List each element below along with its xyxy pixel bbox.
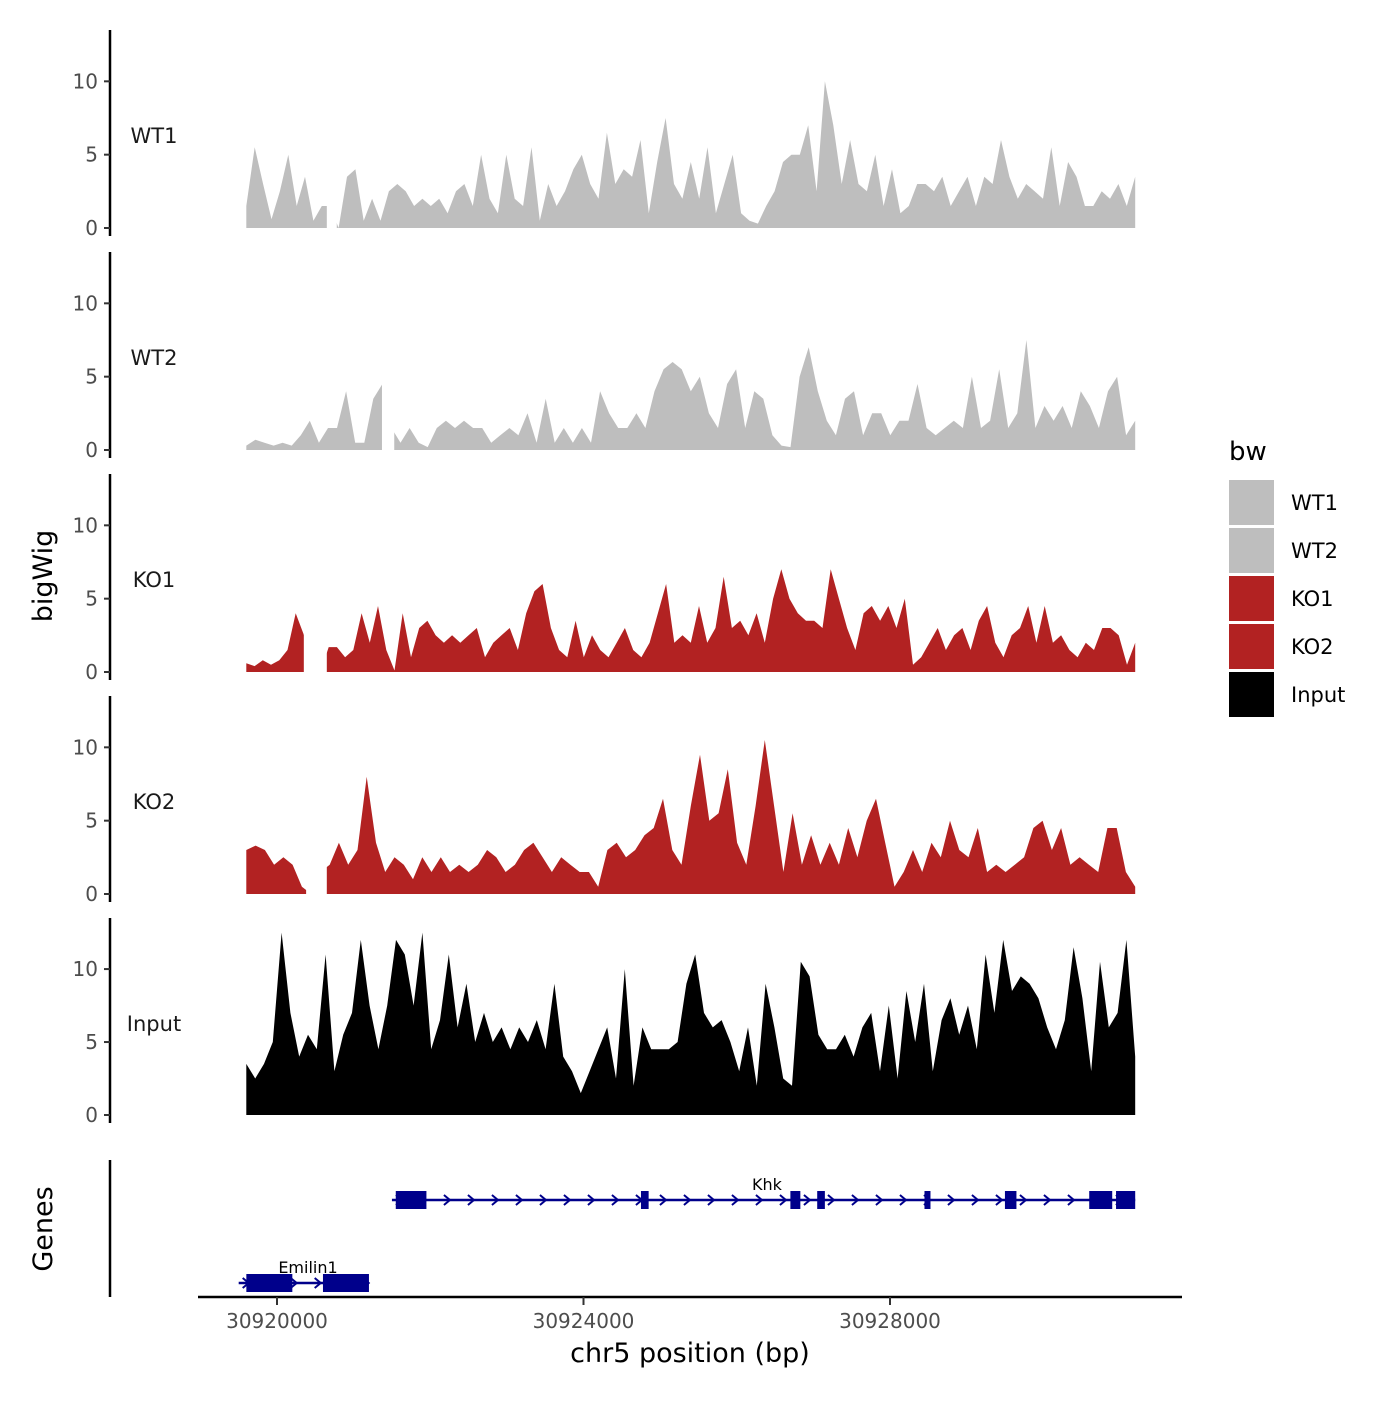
legend-swatch-input: [1229, 672, 1274, 717]
strand-arrow: [707, 1194, 716, 1206]
y-tick-label: 5: [85, 809, 98, 833]
y-tick-label: 0: [85, 882, 98, 906]
x-tick-label: 30924000: [533, 1309, 635, 1333]
strand-arrow: [803, 1194, 812, 1206]
y-tick-label: 0: [85, 216, 98, 240]
area-wt1: [246, 81, 1136, 228]
y-tick-label: 10: [73, 69, 98, 93]
legend-swatch-wt1: [1229, 480, 1274, 525]
gene-exon: [395, 1191, 427, 1209]
gene-exon: [246, 1274, 293, 1292]
y-tick-label: 5: [85, 1030, 98, 1054]
strand-arrow: [755, 1194, 764, 1206]
strand-arrow: [875, 1194, 884, 1206]
gene-exon: [1089, 1191, 1113, 1209]
gene-exon: [1116, 1191, 1136, 1209]
x-tick-label: 30920000: [226, 1309, 328, 1333]
strand-arrow: [563, 1194, 572, 1206]
track-label: WT1: [131, 124, 178, 148]
legend-title: bw: [1229, 437, 1267, 467]
gene-exon: [640, 1191, 649, 1209]
legend: bw WT1 WT2 KO1 KO2 Input: [1229, 437, 1345, 717]
genes-panel-label: Genes: [28, 1186, 59, 1271]
strand-arrow: [731, 1194, 740, 1206]
x-axis: 30920000 30924000 30928000: [198, 1295, 1182, 1333]
strand-arrow: [515, 1194, 524, 1206]
area-ko1: [246, 569, 1136, 672]
gene-exon: [817, 1191, 825, 1209]
gene-name-label: Emilin1: [278, 1258, 337, 1277]
strand-arrow: [779, 1194, 788, 1206]
track-label: Input: [127, 1012, 181, 1036]
coverage-gap: [306, 696, 327, 895]
strand-arrow: [1043, 1194, 1052, 1206]
strand-arrow: [971, 1194, 980, 1206]
gene-name-label: Khk: [752, 1175, 783, 1194]
gene-exon: [790, 1191, 801, 1209]
strand-arrow: [1067, 1194, 1076, 1206]
legend-swatch-ko1: [1229, 576, 1274, 621]
y-tick-label: 5: [85, 587, 98, 611]
area-input: [246, 932, 1136, 1115]
y-tick-label: 10: [73, 513, 98, 537]
strand-arrow: [467, 1194, 476, 1206]
strand-arrow: [539, 1194, 548, 1206]
legend-label-input: Input: [1291, 683, 1345, 707]
strand-arrow: [827, 1194, 836, 1206]
gene-emilin1: Emilin1: [238, 1258, 371, 1292]
area-wt2: [246, 340, 1136, 450]
track-wt2: 0 5 10 WT2: [73, 252, 1136, 462]
strand-arrow: [314, 1277, 323, 1289]
strand-arrow: [587, 1194, 596, 1206]
track-wt1: 0 5 10 WT1: [73, 30, 1136, 240]
legend-label-wt2: WT2: [1291, 539, 1338, 563]
y-axis-label: bigWig: [28, 530, 59, 623]
y-tick-label: 0: [85, 660, 98, 684]
strand-arrow: [851, 1194, 860, 1206]
y-tick-label: 10: [73, 735, 98, 759]
genes-group: Khk Emilin1: [108, 1160, 1136, 1297]
y-tick-label: 0: [85, 438, 98, 462]
strand-arrow: [290, 1277, 299, 1289]
x-axis-label: chr5 position (bp): [570, 1338, 810, 1369]
track-ko2: 0 5 10 KO2: [73, 696, 1136, 906]
strand-arrow: [683, 1194, 692, 1206]
area-ko2: [246, 740, 1136, 894]
tracks-group: 0 5 10 WT1 0 5 10 WT2 0 5 10 KO1 0 5 10 KO2 0 5 10 Input: [73, 30, 1136, 1127]
gene-exon: [1004, 1191, 1017, 1209]
y-tick-label: 5: [85, 365, 98, 389]
legend-label-wt1: WT1: [1291, 491, 1338, 515]
coverage-gap: [381, 252, 395, 451]
legend-swatch-wt2: [1229, 528, 1274, 573]
track-input: 0 5 10 Input: [73, 918, 1136, 1127]
strand-arrow: [443, 1194, 452, 1206]
coverage-gap: [303, 474, 327, 673]
y-tick-label: 10: [73, 291, 98, 315]
strand-arrow: [1019, 1194, 1028, 1206]
strand-arrow: [611, 1194, 620, 1206]
coverage-gap: [326, 30, 337, 229]
strand-arrow: [491, 1194, 500, 1206]
track-ko1: 0 5 10 KO1: [73, 474, 1136, 684]
y-tick-label: 10: [73, 957, 98, 981]
y-tick-label: 0: [85, 1103, 98, 1127]
y-tick-label: 5: [85, 143, 98, 167]
track-label: KO1: [133, 568, 176, 592]
gene-khk: Khk: [391, 1175, 1136, 1209]
legend-swatch-ko2: [1229, 624, 1274, 669]
strand-arrow: [659, 1194, 668, 1206]
track-label: WT2: [131, 346, 178, 370]
gene-exon: [924, 1191, 931, 1209]
legend-label-ko2: KO2: [1291, 635, 1334, 659]
strand-arrow: [947, 1194, 956, 1206]
gene-exon: [322, 1274, 369, 1292]
strand-arrow: [899, 1194, 908, 1206]
strand-arrow: [995, 1194, 1004, 1206]
track-label: KO2: [133, 790, 176, 814]
legend-label-ko1: KO1: [1291, 587, 1334, 611]
x-tick-label: 30928000: [839, 1309, 941, 1333]
